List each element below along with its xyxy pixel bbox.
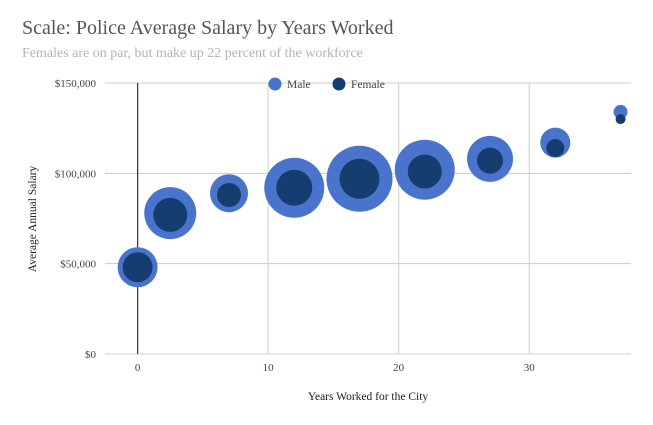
female-bubble bbox=[546, 139, 565, 158]
y-tick-label: $0 bbox=[85, 349, 97, 361]
gridlines bbox=[105, 82, 631, 355]
female-legend-label: Female bbox=[351, 79, 385, 91]
male-bubble bbox=[613, 104, 628, 119]
female-bubble bbox=[339, 158, 380, 199]
x-tick-label: 10 bbox=[263, 362, 275, 374]
male-legend-label: Male bbox=[287, 79, 311, 91]
male-legend-marker bbox=[268, 77, 282, 91]
x-tick-label: 30 bbox=[524, 362, 536, 374]
female-bubble bbox=[276, 169, 313, 206]
female-bubble bbox=[153, 197, 188, 232]
chart-subtitle: Females are on par, but make up 22 perce… bbox=[22, 46, 363, 61]
female-bubble bbox=[216, 183, 241, 208]
legend: Male Female bbox=[268, 77, 385, 91]
axes: $0 $50,000 $100,000 $150,000 0 10 20 30 bbox=[55, 78, 535, 374]
female-bubble bbox=[615, 114, 626, 125]
y-tick-label: $100,000 bbox=[55, 168, 97, 180]
y-axis-label: Average Annual Salary bbox=[27, 166, 39, 273]
bubbles bbox=[117, 104, 628, 288]
female-legend-marker bbox=[332, 77, 346, 91]
female-bubble bbox=[477, 147, 504, 174]
female-bubble bbox=[407, 154, 442, 189]
female-bubble bbox=[122, 252, 153, 283]
chart-title: Scale: Police Average Salary by Years Wo… bbox=[22, 17, 394, 39]
x-axis-label: Years Worked for the City bbox=[308, 391, 429, 403]
y-tick-label: $50,000 bbox=[60, 259, 96, 271]
x-tick-label: 20 bbox=[393, 362, 405, 374]
y-tick-label: $150,000 bbox=[55, 78, 97, 90]
x-tick-label: 0 bbox=[135, 362, 141, 374]
